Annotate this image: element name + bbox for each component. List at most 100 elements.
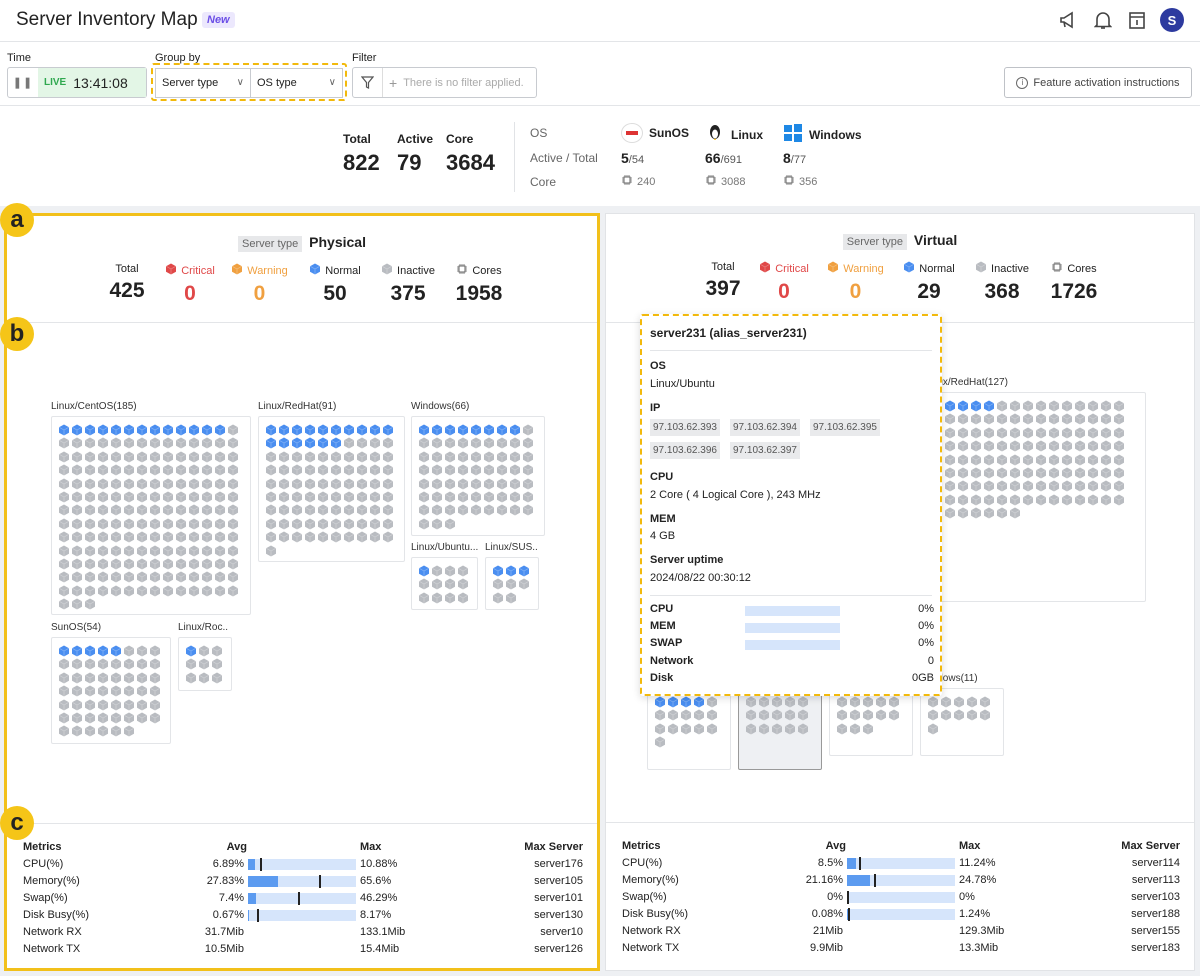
server-node[interactable] [509, 450, 521, 468]
server-node[interactable] [1113, 466, 1125, 484]
server-node[interactable] [136, 503, 148, 521]
server-node[interactable] [431, 517, 443, 535]
server-node[interactable] [136, 557, 148, 575]
server-node[interactable] [291, 503, 303, 521]
server-node[interactable] [522, 423, 534, 441]
server-node[interactable] [522, 450, 534, 468]
server-node[interactable] [343, 477, 355, 495]
stat-normal[interactable]: Normal 50 [305, 263, 365, 306]
server-node[interactable] [123, 671, 135, 689]
filter-input[interactable]: + There is no filter applied. [352, 67, 537, 98]
server-group[interactable] [920, 688, 1004, 756]
server-node[interactable] [162, 530, 174, 548]
server-node[interactable] [1009, 439, 1021, 457]
server-node[interactable] [343, 530, 355, 548]
server-node[interactable] [369, 463, 381, 481]
server-node[interactable] [188, 436, 200, 454]
server-node[interactable] [1009, 426, 1021, 444]
server-node[interactable] [1113, 412, 1125, 430]
server-node[interactable] [123, 423, 135, 441]
server-node[interactable] [979, 708, 991, 726]
server-node[interactable] [58, 503, 70, 521]
server-node[interactable] [71, 684, 83, 702]
server-node[interactable] [1035, 412, 1047, 430]
server-node[interactable] [123, 584, 135, 602]
server-node[interactable] [58, 557, 70, 575]
server-node[interactable] [330, 436, 342, 454]
server-node[interactable] [1061, 479, 1073, 497]
server-node[interactable] [136, 657, 148, 675]
server-node[interactable] [71, 724, 83, 742]
server-node[interactable] [84, 423, 96, 441]
server-node[interactable] [58, 657, 70, 675]
server-node[interactable] [214, 423, 226, 441]
server-node[interactable] [496, 477, 508, 495]
server-node[interactable] [188, 503, 200, 521]
server-node[interactable] [214, 570, 226, 588]
avatar[interactable]: S [1160, 8, 1184, 32]
server-group[interactable] [51, 416, 251, 615]
server-node[interactable] [457, 463, 469, 481]
server-node[interactable] [522, 490, 534, 508]
server-node[interactable] [317, 436, 329, 454]
server-node[interactable] [957, 506, 969, 524]
server-node[interactable] [1061, 493, 1073, 511]
server-node[interactable] [970, 506, 982, 524]
server-node[interactable] [356, 517, 368, 535]
server-node[interactable] [1022, 466, 1034, 484]
server-node[interactable] [797, 708, 809, 726]
server-node[interactable] [693, 695, 705, 713]
server-group[interactable] [485, 557, 539, 610]
server-node[interactable] [970, 479, 982, 497]
server-node[interactable] [58, 544, 70, 562]
server-node[interactable] [278, 490, 290, 508]
server-node[interactable] [983, 453, 995, 471]
server-node[interactable] [136, 684, 148, 702]
server-node[interactable] [356, 423, 368, 441]
server-node[interactable] [201, 450, 213, 468]
server-node[interactable] [110, 684, 122, 702]
bell-icon[interactable] [1092, 8, 1114, 32]
server-node[interactable] [188, 530, 200, 548]
server-node[interactable] [654, 722, 666, 740]
server-node[interactable] [149, 530, 161, 548]
server-node[interactable] [84, 657, 96, 675]
server-node[interactable] [110, 423, 122, 441]
server-node[interactable] [1048, 479, 1060, 497]
server-group[interactable] [829, 688, 913, 756]
server-node[interactable] [470, 436, 482, 454]
server-node[interactable] [330, 450, 342, 468]
server-group[interactable] [738, 688, 822, 770]
server-node[interactable] [888, 695, 900, 713]
server-node[interactable] [201, 557, 213, 575]
server-node[interactable] [343, 503, 355, 521]
server-node[interactable] [136, 584, 148, 602]
server-node[interactable] [136, 423, 148, 441]
server-node[interactable] [706, 708, 718, 726]
server-node[interactable] [188, 463, 200, 481]
server-node[interactable] [162, 450, 174, 468]
server-node[interactable] [970, 466, 982, 484]
server-node[interactable] [1061, 399, 1073, 417]
server-node[interactable] [110, 450, 122, 468]
server-node[interactable] [84, 597, 96, 615]
server-node[interactable] [304, 423, 316, 441]
server-node[interactable] [162, 423, 174, 441]
server-node[interactable] [1022, 453, 1034, 471]
server-node[interactable] [457, 477, 469, 495]
server-node[interactable] [58, 671, 70, 689]
server-node[interactable] [356, 503, 368, 521]
server-node[interactable] [162, 517, 174, 535]
server-node[interactable] [1100, 453, 1112, 471]
server-node[interactable] [444, 423, 456, 441]
server-node[interactable] [136, 671, 148, 689]
server-node[interactable] [227, 557, 239, 575]
server-node[interactable] [457, 577, 469, 595]
server-node[interactable] [278, 530, 290, 548]
server-node[interactable] [667, 722, 679, 740]
server-node[interactable] [304, 530, 316, 548]
server-node[interactable] [188, 544, 200, 562]
server-node[interactable] [1035, 399, 1047, 417]
server-node[interactable] [278, 423, 290, 441]
server-node[interactable] [175, 530, 187, 548]
